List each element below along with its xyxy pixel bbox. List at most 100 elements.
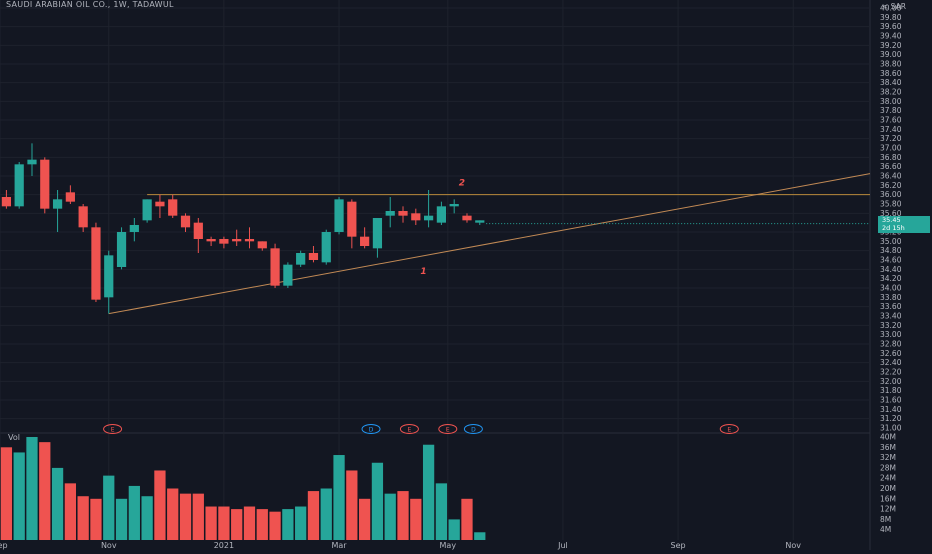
- price-tick-label: 32.80: [880, 340, 902, 349]
- volume-bar: [448, 519, 460, 540]
- volume-bar: [192, 493, 204, 540]
- candle-body[interactable]: [423, 215, 434, 221]
- volume-bar: [51, 467, 64, 540]
- volume-bar: [422, 444, 435, 540]
- volume-label: Vol: [8, 433, 20, 442]
- trend-line[interactable]: [108, 173, 871, 315]
- price-tick-label: 31.40: [880, 405, 902, 414]
- volume-bar: [179, 493, 192, 540]
- candle-body[interactable]: [244, 239, 255, 242]
- volume-bar: [371, 462, 384, 540]
- price-tick-label: 38.60: [880, 69, 902, 78]
- time-tick-label: Mar: [331, 541, 347, 550]
- price-tick-label: 33.80: [880, 293, 902, 302]
- volume-tick-label: 36M: [880, 443, 896, 452]
- candle-body[interactable]: [321, 232, 331, 263]
- volume-bar: [154, 470, 166, 540]
- price-tick-label: 31.00: [880, 424, 902, 433]
- price-tick-label: 34.20: [880, 274, 902, 283]
- candle-body[interactable]: [360, 236, 370, 246]
- time-axis[interactable]: Sep Nov 2021 Mar May Jul Sep Nov: [0, 541, 801, 550]
- volume-bar: [128, 485, 140, 540]
- candle-body[interactable]: [104, 255, 114, 298]
- candles-layer[interactable]: [1, 143, 485, 314]
- candle-body[interactable]: [308, 253, 319, 260]
- candle-body[interactable]: [129, 225, 139, 232]
- price-tick-label: 37.20: [880, 134, 902, 143]
- candle-body[interactable]: [27, 159, 37, 165]
- price-tick-label: 32.20: [880, 368, 902, 377]
- candle-body[interactable]: [449, 204, 459, 207]
- current-price: 35.45: [882, 215, 901, 224]
- event-marker[interactable]: [463, 424, 483, 434]
- volume-bar: [384, 493, 396, 540]
- price-tick-label: 36.00: [880, 190, 902, 199]
- candle-body[interactable]: [142, 199, 152, 221]
- candle-body[interactable]: [296, 253, 306, 265]
- candle-body[interactable]: [193, 222, 203, 239]
- event-marker[interactable]: [361, 424, 381, 434]
- price-tick-label: 37.00: [880, 144, 902, 153]
- event-marker[interactable]: [399, 424, 419, 434]
- time-tick-label: Sep: [0, 541, 8, 550]
- candle-body[interactable]: [334, 199, 344, 232]
- event-marker[interactable]: [438, 424, 458, 434]
- volume-bar: [26, 437, 38, 540]
- event-marker[interactable]: [719, 424, 739, 434]
- candle-body[interactable]: [436, 206, 447, 223]
- currency-label[interactable]: < SAR: [882, 2, 906, 11]
- candle-body[interactable]: [270, 248, 280, 286]
- candle-body[interactable]: [219, 239, 229, 244]
- volume-bar: [167, 488, 179, 540]
- volume-tick-label: 4M: [880, 525, 891, 534]
- volume-bar: [397, 491, 409, 540]
- volume-bars-layer: [0, 437, 486, 540]
- volume-bar: [77, 496, 89, 540]
- volume-bar: [243, 506, 256, 540]
- volume-bar: [13, 452, 25, 540]
- price-tick-label: 33.20: [880, 321, 902, 330]
- candle-body[interactable]: [475, 220, 485, 223]
- price-tick-label: 34.40: [880, 265, 902, 274]
- candle-body[interactable]: [462, 215, 472, 221]
- candle-body[interactable]: [180, 215, 191, 228]
- candle-body[interactable]: [52, 199, 63, 209]
- symbol-title[interactable]: SAUDI ARABIAN OIL CO., 1W, TADAWUL: [6, 0, 174, 9]
- candle-body[interactable]: [206, 239, 216, 242]
- volume-bar: [115, 498, 128, 540]
- volume-bar: [333, 455, 345, 540]
- candle-body[interactable]: [78, 206, 88, 228]
- volume-bar: [295, 506, 307, 540]
- event-marker[interactable]: [103, 424, 123, 434]
- candle-body[interactable]: [347, 201, 357, 237]
- volume-tick-label: 8M: [880, 515, 891, 524]
- volume-bar: [218, 506, 230, 540]
- candle-body[interactable]: [232, 239, 242, 242]
- candle-body[interactable]: [91, 227, 101, 300]
- candle-body[interactable]: [385, 211, 395, 216]
- candle-body[interactable]: [1, 197, 12, 207]
- price-tick-label: 37.60: [880, 116, 902, 125]
- candle-body[interactable]: [372, 218, 383, 249]
- volume-bar: [307, 491, 320, 540]
- candle-body[interactable]: [398, 211, 408, 216]
- candle-body[interactable]: [257, 241, 267, 249]
- bar-countdown: 2d 15h: [882, 223, 905, 232]
- drawing-lines[interactable]: [108, 173, 871, 315]
- candle-body[interactable]: [116, 232, 127, 267]
- candle-body[interactable]: [155, 201, 165, 207]
- candle-body[interactable]: [283, 264, 293, 286]
- candle-body[interactable]: [40, 159, 50, 209]
- candle-body[interactable]: [168, 199, 178, 216]
- candle-body[interactable]: [65, 192, 75, 202]
- candle-body[interactable]: [14, 164, 24, 207]
- volume-bar: [410, 498, 422, 540]
- candle-body[interactable]: [411, 213, 421, 221]
- price-tick-label: 39.40: [880, 32, 902, 41]
